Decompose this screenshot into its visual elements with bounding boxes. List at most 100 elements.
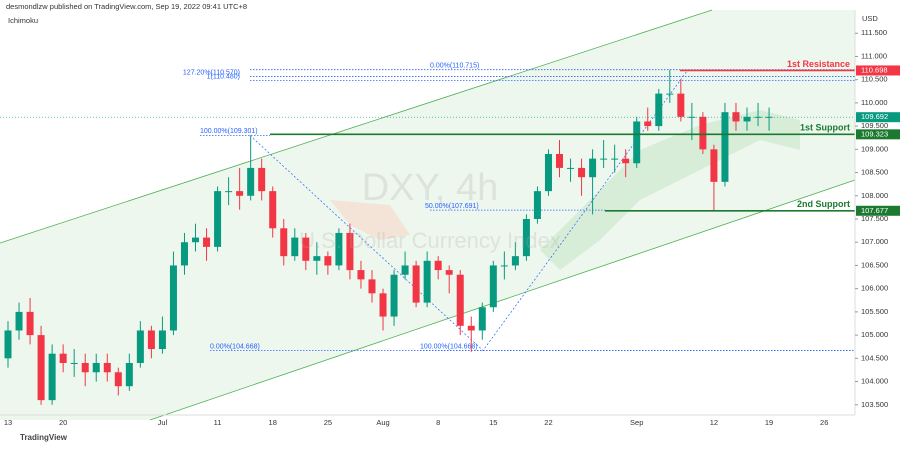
candle-body [302, 237, 310, 261]
candle-body [500, 265, 508, 267]
candle-body [225, 191, 233, 193]
candle-body [269, 191, 277, 229]
candle-body [247, 167, 255, 196]
candle-body [26, 311, 34, 336]
level-price-box [856, 205, 900, 216]
last-price: 109.692 [861, 112, 888, 121]
candle-body [622, 158, 630, 164]
x-tick-label: 18 [269, 418, 277, 427]
candle-body [522, 219, 530, 257]
header: desmondlzw published on TradingView.com,… [6, 2, 247, 11]
y-tick-label: 106.500 [861, 260, 888, 269]
ichimoku-cloud [330, 200, 410, 240]
candle-body [600, 158, 608, 160]
candle-body [368, 279, 376, 294]
level-price: 107.677 [861, 206, 888, 215]
candle-body [633, 121, 641, 164]
watermark-name: U.S. Dollar Currency Index [299, 228, 561, 253]
candle-body [456, 274, 464, 326]
y-tick-label: 111.500 [861, 28, 887, 37]
x-tick-label: 12 [710, 418, 718, 427]
x-tick-label: 19 [765, 418, 773, 427]
y-tick-label: 103.500 [861, 400, 888, 409]
candle-body [611, 158, 619, 160]
candle-body [655, 93, 663, 127]
candle-body [258, 167, 266, 192]
candle-body [533, 191, 541, 220]
x-tick-label: 8 [436, 418, 440, 427]
level-price: 110.698 [861, 65, 888, 74]
footer: TradingView [20, 433, 68, 442]
x-tick-label: Sep [630, 418, 643, 427]
fib-label: 127.20%(110.570) [183, 69, 240, 76]
y-tick-label: 109.500 [861, 121, 888, 130]
candle-body [70, 362, 78, 364]
candle-body [125, 362, 133, 387]
fib-label: 0.00%(104.668) [210, 343, 260, 350]
level-name: 1st Support [800, 123, 850, 133]
x-tick-label: Aug [376, 418, 389, 427]
candle-body [192, 237, 200, 243]
candle-body [37, 335, 45, 401]
level-name: 1st Resistance [787, 59, 850, 69]
y-tick-label: 105.500 [861, 307, 888, 316]
candle-body [765, 116, 773, 118]
y-tick-label: 111.000 [861, 51, 887, 60]
candle-body [544, 153, 552, 192]
candle-body [48, 353, 56, 401]
candle-body [478, 307, 486, 331]
level-price: 109.323 [861, 129, 888, 138]
candle-body [236, 191, 244, 196]
candle-body [313, 256, 321, 261]
y-tick-label: 107.500 [861, 214, 888, 223]
candle-body [324, 256, 332, 266]
candle-body [335, 232, 343, 266]
fib-label: 0.00%(110.715) [430, 63, 479, 70]
candle-body [578, 167, 586, 178]
channel-fill [0, 10, 855, 420]
candle-body [280, 228, 288, 257]
level-price-box [856, 129, 900, 140]
x-tick-label: 13 [4, 418, 12, 427]
channel-upper [0, 9, 713, 244]
candle-body [114, 372, 122, 387]
level-price-box [856, 65, 900, 76]
candle-body [214, 191, 222, 247]
candle-body [147, 330, 155, 350]
candle-body [732, 112, 740, 122]
candle-body [346, 232, 354, 271]
x-tick-label: 20 [59, 418, 67, 427]
candle-body [203, 237, 211, 247]
plot [4, 69, 855, 405]
candle-body [401, 265, 409, 275]
candle-body [379, 293, 387, 317]
x-tick-label: 15 [489, 418, 497, 427]
y-tick-label: 104.000 [861, 377, 888, 386]
y-tick-label: 105.000 [861, 330, 888, 339]
y-tick-label: 107.000 [861, 237, 888, 246]
channel-lower [149, 179, 856, 421]
fib-label: 100.00%(109.301) [200, 128, 258, 135]
candle-body [434, 260, 442, 271]
indicator-label: Ichimoku [8, 16, 38, 25]
fib-label: 1(110.480) [207, 73, 240, 80]
last-price-box [856, 112, 900, 123]
candle-body [169, 265, 177, 331]
candle-body [390, 274, 398, 317]
x-tick-label: 26 [820, 418, 828, 427]
candle-body [688, 116, 696, 118]
candle-body [699, 116, 707, 150]
fib-label: 100.00%(104.668) [420, 343, 478, 350]
candle-body [357, 270, 365, 280]
candle-body [710, 149, 718, 182]
candle-body [103, 362, 111, 373]
candle-body [59, 353, 67, 363]
candle-body [412, 265, 420, 303]
x-tick-label: Jul [158, 418, 168, 427]
candle-body [92, 362, 100, 373]
candle-body [180, 242, 188, 266]
level-name: 2nd Support [797, 199, 850, 209]
candle-body [81, 362, 89, 373]
candle-body [158, 330, 166, 350]
candle-body [467, 325, 475, 331]
